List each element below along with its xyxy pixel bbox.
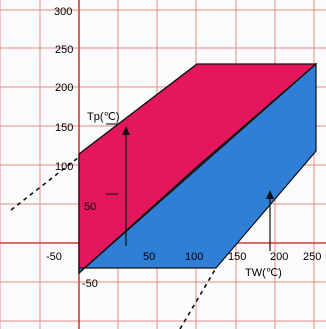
tw-arrow-head	[266, 190, 274, 199]
y-tick-label-50: 50	[84, 201, 96, 213]
y-axis-title: Tp(℃)	[87, 111, 120, 123]
x-tick-label-100: 100	[185, 251, 203, 263]
y-tick-label-100: 100	[55, 161, 73, 173]
y-tick-label-150: 150	[55, 122, 73, 134]
x-axis-title: TW(℃)	[245, 267, 282, 279]
x-tick-label-200: 200	[270, 251, 288, 263]
x-tick-label-negative-50: -50	[46, 251, 62, 263]
region-divider-line	[78, 63, 317, 274]
arrows	[106, 123, 274, 251]
dashed-boundaries	[10, 156, 217, 329]
y-tick-label-250: 250	[55, 44, 73, 56]
x-tick-label-250: 250	[303, 251, 321, 263]
y-tick-label-negative-50: -50	[82, 278, 98, 290]
upper-boundary-line	[78, 63, 198, 155]
y-tick-label-200: 200	[55, 82, 73, 94]
x-tick-label-150: 150	[228, 251, 246, 263]
tick-labels: 300 250 200 150 100 50 -50 -50 50 100 15…	[46, 6, 321, 290]
x-tick-label-50: 50	[143, 251, 155, 263]
axis-labels: Tp(℃) TW(℃)	[87, 111, 282, 279]
tp-arrow-head	[122, 126, 130, 135]
dashed-left-boundary	[10, 156, 80, 211]
y-tick-label-300: 300	[54, 6, 72, 18]
dashed-bottom-boundary	[179, 267, 217, 329]
